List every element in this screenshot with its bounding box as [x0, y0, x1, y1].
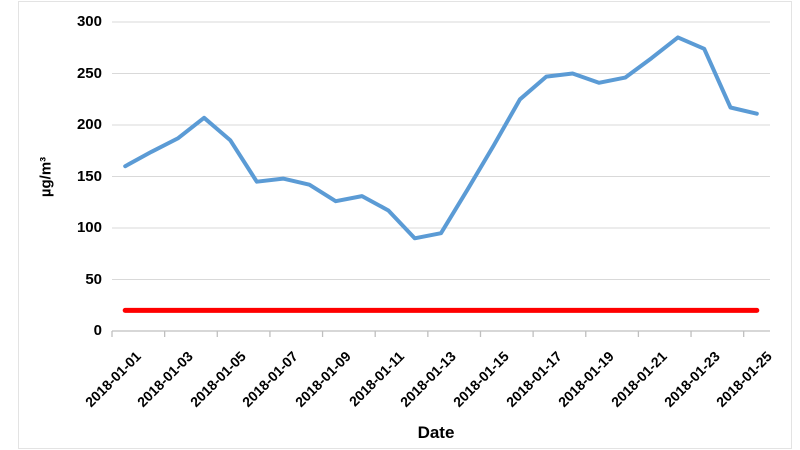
- y-tick-label: 150: [76, 167, 102, 185]
- x-axis-title: Date: [417, 423, 455, 442]
- y-tick-label: 100: [76, 219, 102, 236]
- y-tick-label: 0: [93, 322, 102, 339]
- concentration-line-blue: [123, 35, 759, 241]
- y-tick-label: 250: [76, 64, 102, 82]
- y-tick-label: 50: [85, 270, 102, 288]
- y-tick-label: 200: [76, 116, 102, 133]
- y-tick-label: 300: [76, 13, 102, 30]
